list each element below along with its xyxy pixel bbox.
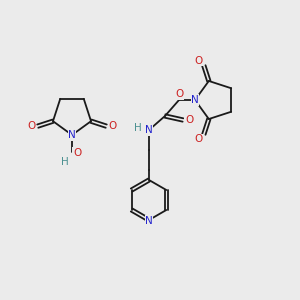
Text: H: H <box>134 123 142 133</box>
Text: N: N <box>145 125 153 135</box>
Text: O: O <box>108 121 116 131</box>
Text: H: H <box>61 157 69 167</box>
Text: O: O <box>195 56 203 66</box>
Text: O: O <box>73 148 81 158</box>
Text: N: N <box>68 130 76 140</box>
Text: N: N <box>191 95 199 105</box>
Text: N: N <box>145 216 153 226</box>
Text: O: O <box>185 115 193 125</box>
Text: O: O <box>195 134 203 144</box>
Text: O: O <box>28 121 36 131</box>
Text: O: O <box>175 89 183 99</box>
